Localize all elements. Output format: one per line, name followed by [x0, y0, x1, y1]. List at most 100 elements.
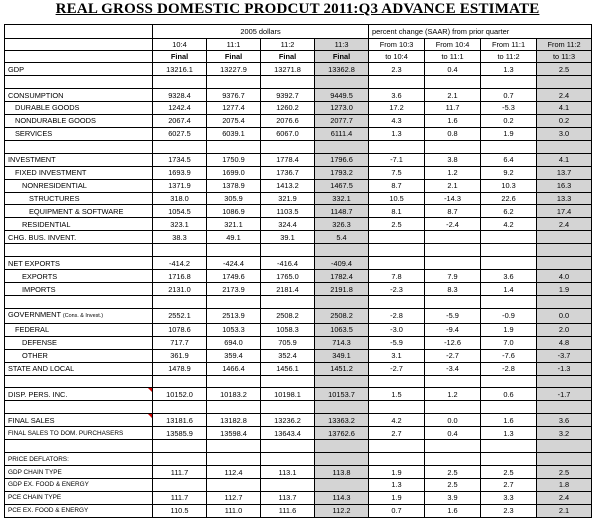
value-cell: 1793.2: [313, 165, 370, 180]
pct-change-cell: [480, 230, 538, 245]
row-label-cell: [4, 139, 153, 154]
value-cell: 10198.1: [260, 387, 315, 402]
pct-change-cell: 3.6: [480, 269, 538, 284]
pct-change-cell: [480, 295, 538, 309]
pct-change-cell: -9.4: [424, 322, 482, 337]
value-cell: [152, 400, 207, 415]
pct-change-cell: -2.8: [480, 361, 538, 376]
row-label-cell: CONSUMPTION: [4, 88, 153, 102]
table-row: [4, 75, 593, 90]
value-cell: 114.3: [313, 490, 370, 505]
value-cell: 111.7: [152, 490, 207, 505]
gdp-table: 2005 dollars percent change (SAAR) from …: [4, 24, 593, 519]
row-label-cell: [4, 439, 153, 454]
row-label-cell: FINAL SALES TO DOM. PURCHASERS: [4, 426, 153, 441]
row-label-cell: PCE CHAIN TYPE: [4, 490, 153, 505]
pct-change-cell: [368, 243, 426, 258]
pct-change-cell: -2.4: [424, 217, 482, 232]
table-row: [4, 439, 593, 454]
value-cell: 2173.9: [206, 282, 261, 297]
table-row: FIXED INVESTMENT 1693.9 1699.0 1736.7 1793.2…: [4, 165, 593, 180]
row-label-cell: GOVERNMENT (Cons. & Invest.): [4, 307, 153, 324]
row-label: NET EXPORTS: [8, 258, 60, 268]
value-cell: 1273.0: [313, 100, 370, 115]
value-cell: 321.1: [206, 217, 261, 232]
table-row: CONSUMPTION 9328.4 9376.7 9392.7 9449.5 3.6 2.…: [4, 88, 593, 102]
pct-change-cell: 1.8: [536, 478, 593, 492]
value-cell: [206, 139, 261, 154]
row-label: STRUCTURES: [29, 194, 80, 204]
pct-change-cell: 2.5: [480, 465, 538, 480]
pct-change-cell: 1.9: [368, 465, 426, 480]
value-cell: 9376.7: [206, 88, 261, 102]
value-cell: 111.0: [206, 503, 261, 519]
pct-change-cell: 1.3: [480, 426, 538, 441]
value-cell: 49.1: [206, 230, 261, 245]
quarter-header: 11:1: [206, 37, 261, 51]
value-cell: [152, 452, 207, 467]
pct-change-cell: -3.0: [368, 322, 426, 337]
value-cell: [260, 400, 315, 415]
table-row: GDP 13216.1 13227.9 13271.8 13362.8 2.3 0.4 1.3…: [4, 62, 593, 77]
corner-cell: [4, 24, 153, 39]
value-cell: -414.2: [152, 256, 207, 271]
table-row: DURABLE GOODS 1242.4 1277.4 1260.2 1273.0 17.…: [4, 100, 593, 115]
value-cell: 112.4: [206, 465, 261, 480]
quarter-header: 11:2: [260, 37, 315, 51]
pct-change-cell: 3.2: [536, 426, 593, 441]
value-cell: 323.1: [152, 217, 207, 232]
row-label: FINAL SALES: [8, 415, 55, 425]
table-row: EQUIPMENT & SOFTWARE 1054.5 1086.9 1103.5 11…: [4, 204, 593, 219]
pct-change-cell: 0.4: [424, 426, 482, 441]
pct-change-cell: -1.3: [536, 361, 593, 376]
pct-change-cell: -7.1: [368, 152, 426, 167]
report-title: REAL GROSS DOMESTIC PRODCUT 2011:Q3 ADVA…: [55, 1, 540, 17]
pct-change-cell: -14.3: [424, 191, 482, 206]
value-cell: 332.1: [313, 191, 370, 206]
pct-change-cell: [368, 230, 426, 245]
row-label-cell: DURABLE GOODS: [4, 100, 153, 115]
pct-change-cell: 0.4: [424, 62, 482, 77]
pct-change-cell: [424, 256, 482, 271]
pct-change-cell: 1.6: [424, 503, 482, 519]
pct-group-header: percent change (SAAR) from prior quarter: [368, 24, 593, 39]
value-cell: 1451.2: [313, 361, 370, 376]
pct-change-cell: 2.1: [424, 88, 482, 102]
pct-change-cell: 7.5: [368, 165, 426, 180]
row-label-cell: DISP. PERS. INC.: [4, 387, 153, 402]
value-cell: [152, 295, 207, 309]
pct-change-cell: 4.8: [536, 335, 593, 350]
row-label: IMPORTS: [22, 284, 56, 294]
pct-change-cell: [424, 75, 482, 90]
pct-change-cell: 10.3: [480, 178, 538, 193]
pct-change-cell: [480, 439, 538, 454]
value-cell: [260, 75, 315, 90]
table-row: [4, 295, 593, 309]
value-cell: [206, 478, 261, 492]
table-row: [4, 243, 593, 258]
table-row: GOVERNMENT (Cons. & Invest.) 2552.1 2513.9…: [4, 307, 593, 324]
value-cell: [152, 139, 207, 154]
table-row: EXPORTS 1716.8 1749.6 1765.0 1782.4 7.8 7.9 3.6…: [4, 269, 593, 284]
value-cell: 13762.6: [313, 426, 370, 441]
value-cell: 13643.4: [260, 426, 315, 441]
pct-change-cell: 2.5: [424, 478, 482, 492]
table-row: DISP. PERS. INC. 10152.0 10183.2 10198.1 101…: [4, 387, 593, 402]
value-cell: 13271.8: [260, 62, 315, 77]
value-cell: [206, 400, 261, 415]
pct-col-header: From 10:3: [368, 37, 426, 51]
row-label-cell: STRUCTURES: [4, 191, 153, 206]
pct-change-cell: 4.2: [480, 217, 538, 232]
row-label: GOVERNMENT: [8, 310, 61, 320]
row-label: FEDERAL: [15, 325, 50, 335]
pct-change-cell: 8.3: [424, 282, 482, 297]
value-cell: 359.4: [206, 348, 261, 363]
pct-change-cell: [424, 452, 482, 467]
value-cell: [206, 439, 261, 454]
pct-change-cell: [480, 139, 538, 154]
value-cell: 1242.4: [152, 100, 207, 115]
table-row: [4, 139, 593, 154]
row-label: CONSUMPTION: [8, 90, 64, 100]
pct-change-cell: 2.7: [368, 426, 426, 441]
pct-change-cell: [536, 374, 593, 389]
